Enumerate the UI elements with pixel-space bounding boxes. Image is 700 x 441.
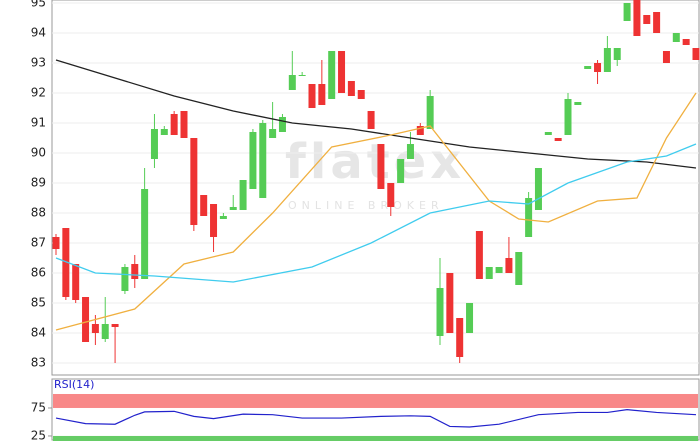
candle-body [82,297,90,342]
candle-body [229,207,237,210]
candle-body [239,180,247,210]
candle-body [249,132,257,189]
rsi-line [55,409,697,428]
candle-body [525,198,533,237]
overbought-band [53,393,698,408]
rsi-title: RSI(14) [54,378,94,391]
y-tick-label: 95 [31,0,46,10]
y-tick-label: 84 [31,326,46,340]
candle-body [446,273,454,333]
candle-body [436,288,444,336]
candle-body [347,81,355,96]
candle-body [170,114,178,135]
candle-body [338,51,346,93]
y-tick-label: 83 [31,356,46,370]
candle-body [466,303,474,333]
candle-body [328,51,336,99]
watermark-sub: ONLINE BROKER [288,199,444,212]
candle-body [259,123,267,198]
candle-body [682,39,690,45]
ma-line [55,59,697,169]
candle-body [662,51,670,63]
candle-body [210,204,218,237]
candle-body [426,96,434,129]
candle-body [584,66,592,69]
candle-body [101,324,109,339]
candle-body [416,126,424,135]
candle-body [141,189,149,279]
candle-body [131,264,139,279]
candle-body [613,48,621,60]
y-tick-label: 91 [31,116,46,130]
y-tick-label: 90 [31,146,46,160]
candle-body [367,111,375,129]
candle-body [121,267,129,291]
candle-body [308,84,316,108]
candle-body [692,48,700,60]
candle-body [554,138,562,141]
candle-body [219,216,227,219]
candle-body [200,195,208,216]
candle-body [288,75,296,90]
candle-body [564,99,572,135]
candle-body [318,84,326,105]
candle-body [505,258,513,273]
candle-body [72,264,80,300]
candle-body [406,144,414,159]
candle-body [298,75,306,76]
candle-body [377,144,385,189]
candle-body [485,267,493,279]
candle-body [633,0,641,36]
candle-body [357,90,365,99]
candle-body [91,324,99,333]
candle-body [534,168,542,210]
rsi-frame [51,378,700,441]
candle-body [52,237,60,249]
y-tick-label: 94 [31,26,46,40]
candle-body [653,12,661,33]
rsi-tick-label: 25 [31,428,46,441]
candle-body [160,129,168,135]
ma-line [55,92,697,331]
candle-body [278,117,286,132]
candle-body [456,318,464,357]
candle-body [623,3,631,21]
oversold-band [53,435,698,441]
candle-body [190,138,198,225]
candle-body [269,129,277,138]
candle-body [495,267,503,273]
candle-body [574,102,582,105]
candle-body [111,324,119,327]
candle-body [672,33,680,42]
candle-body [180,111,188,138]
y-tick-label: 86 [31,266,46,280]
y-tick-label: 88 [31,206,46,220]
y-tick-label: 92 [31,86,46,100]
candle-body [515,252,523,285]
candle-body [603,48,611,72]
candle-body [475,231,483,279]
y-tick-label: 87 [31,236,46,250]
candle-body [150,129,158,159]
candle-body [643,15,651,24]
watermark: flatex [285,134,465,190]
candle-body [397,159,405,183]
candle-body [62,228,70,297]
candle-body [387,183,395,207]
y-tick-label: 89 [31,176,46,190]
y-tick-label: 93 [31,56,46,70]
candle-body [594,63,602,72]
rsi-tick-label: 75 [31,400,46,414]
y-tick-label: 85 [31,296,46,310]
ma-line [55,143,697,283]
candle-body [544,132,552,135]
